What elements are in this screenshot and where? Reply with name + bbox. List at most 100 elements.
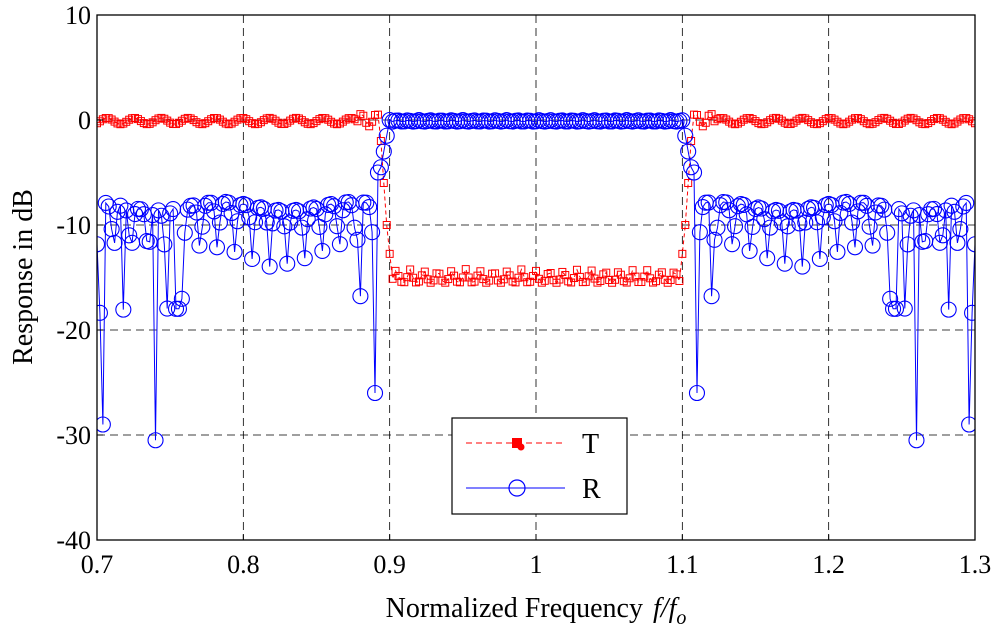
y-tick-label: -20	[56, 316, 91, 345]
series-t-point	[900, 116, 909, 125]
x-tick-label: 1	[530, 550, 543, 579]
series-r-point	[691, 224, 708, 241]
series-t-point	[224, 120, 233, 129]
series-r-point	[211, 214, 228, 231]
y-tick-label: -10	[56, 211, 91, 240]
series-t-point	[941, 117, 950, 126]
series-r-point	[726, 218, 744, 235]
series-r-point	[115, 301, 132, 318]
series-r-point	[882, 290, 899, 307]
series-t-point	[587, 266, 596, 275]
series-t-point	[549, 276, 558, 285]
series-t-point	[218, 117, 227, 126]
series-r-point	[346, 219, 363, 236]
series-r-point	[952, 221, 969, 238]
series-t-point	[795, 114, 804, 123]
series-t-point	[766, 116, 775, 125]
series-t-point	[452, 277, 461, 286]
series-r-point	[194, 218, 211, 235]
series-r-point	[378, 127, 395, 144]
series-t-point	[567, 278, 576, 287]
series-r-point	[846, 239, 864, 256]
series-t-point	[889, 118, 898, 127]
series-r-point	[112, 197, 129, 214]
series-t-point	[373, 110, 382, 119]
series-r-point	[706, 231, 723, 248]
series-t-point	[713, 115, 722, 124]
series-r-point	[949, 234, 966, 251]
series-r-point	[905, 202, 922, 219]
series-t-point	[198, 120, 207, 129]
series-r-point	[279, 255, 296, 272]
series-r-point	[375, 143, 392, 160]
series-r-point	[334, 202, 351, 219]
series-r-point	[261, 258, 278, 275]
series-r-point	[896, 300, 913, 317]
series-t-point	[695, 117, 704, 126]
legend-r-label: R	[582, 474, 601, 505]
series-t-point	[575, 272, 584, 281]
series-t	[97, 110, 975, 287]
series-r-point	[97, 236, 106, 253]
series-r-point	[797, 214, 814, 231]
series-r-point	[364, 224, 381, 241]
series-t-point	[769, 114, 778, 123]
series-r-point	[893, 205, 910, 222]
series-t-point	[570, 274, 579, 283]
series-t-point	[529, 271, 538, 280]
series-t-point	[599, 270, 608, 279]
series-t-point	[771, 113, 780, 122]
series-t-point	[669, 268, 678, 277]
series-r-point	[791, 215, 808, 232]
series-r-point	[709, 219, 726, 236]
series-r-point	[817, 197, 834, 214]
series-r-point	[849, 203, 866, 220]
series-t-point	[113, 119, 122, 128]
series-t-point	[839, 120, 848, 129]
series-r-point	[293, 219, 310, 236]
series-t-point	[356, 110, 365, 119]
series-r-point	[946, 203, 963, 220]
series-r-point	[308, 200, 325, 218]
x-tick-label: 0.7	[81, 550, 114, 579]
series-r-point	[958, 194, 975, 212]
series-r-point	[861, 218, 878, 235]
series-r-point	[680, 143, 697, 160]
series-t-point	[725, 117, 734, 126]
series-r-point	[674, 112, 691, 129]
series-t-point	[262, 114, 271, 123]
series-t-point	[526, 277, 535, 286]
series-t-point	[622, 278, 631, 287]
legend: T R	[451, 417, 628, 515]
series-t-point	[654, 270, 663, 279]
series-r-point	[176, 224, 193, 241]
plot-area	[97, 110, 975, 449]
series-r-point	[241, 209, 258, 226]
series-t-point	[207, 115, 216, 124]
series-t-point	[643, 266, 652, 275]
series-t-point	[613, 268, 622, 277]
series-t-point	[292, 113, 301, 122]
series-t-point	[476, 267, 485, 276]
series-r-point	[100, 198, 117, 215]
series-r-point	[811, 250, 828, 268]
series-r-point	[188, 204, 205, 221]
series-r-point	[223, 204, 240, 222]
series-r-line	[97, 119, 975, 441]
series-r-point	[167, 300, 185, 317]
series-r-point	[966, 236, 975, 253]
series-r-point	[961, 416, 975, 433]
series-t-point	[532, 266, 540, 275]
series-r-point	[940, 301, 957, 318]
series-t-point	[505, 271, 514, 280]
series-r-point	[925, 200, 943, 217]
series-r-point	[328, 218, 346, 235]
axis-ticks: 0.7 0.8 0.9 1 1.1 1.2 1.3 10 0 -10 -20 -30 -40	[56, 1, 991, 579]
series-r-point	[135, 206, 152, 223]
series-t-point	[315, 115, 324, 124]
series-r-point	[724, 236, 741, 253]
series-r-point	[264, 215, 281, 232]
series-t-point	[619, 277, 628, 286]
series-r-point	[844, 214, 861, 231]
series-t-point	[379, 179, 388, 187]
